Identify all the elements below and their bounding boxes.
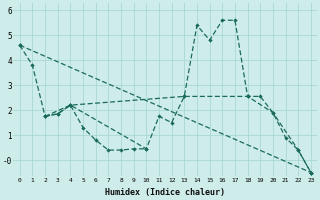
X-axis label: Humidex (Indice chaleur): Humidex (Indice chaleur) <box>105 188 225 197</box>
